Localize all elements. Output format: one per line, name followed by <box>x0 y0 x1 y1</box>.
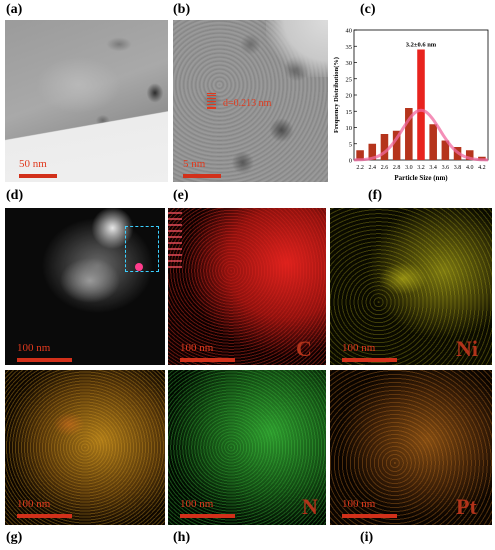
bar-3.2 <box>417 49 425 160</box>
scale-bar-a: 50 nm <box>19 158 57 178</box>
x-tick-label: 3.6 <box>442 165 450 171</box>
bar-2.8 <box>392 130 401 160</box>
panel-label-b: (b) <box>173 2 191 17</box>
scale-label-e: 100 nm <box>180 342 214 354</box>
y-tick-label: 10 <box>346 125 353 132</box>
dashed-selection-box <box>125 226 159 272</box>
panel-label-e: (e) <box>173 188 189 203</box>
panel-label-a: (a) <box>6 2 23 17</box>
x-tick-label: 2.8 <box>393 165 401 171</box>
element-label-ni: Ni <box>456 336 478 361</box>
bar-2.6 <box>380 134 389 160</box>
bar-4.0 <box>465 150 474 160</box>
panel-label-d: (d) <box>6 188 24 203</box>
eds-map-c: C 100 nm <box>168 208 326 365</box>
d-spacing-annotation: d=0.213 nm <box>223 98 272 109</box>
eds-map-pt: Pt 100 nm <box>330 370 492 525</box>
y-axis-label: Frequency Distribution(%) <box>333 57 340 133</box>
bar-2.2 <box>356 150 364 160</box>
scale-label-f: 100 nm <box>342 342 376 354</box>
y-tick-label: 0 <box>349 158 352 165</box>
y-tick-label: 25 <box>346 76 353 83</box>
scale-bar-f: 100 nm <box>342 342 397 362</box>
x-axis-label: Particle Size (nm) <box>394 174 448 182</box>
mean-annotation: 3.2±0.6 nm <box>406 42 437 49</box>
x-tick-label: 3.4 <box>429 165 437 171</box>
eds-map-n: N 100 nm <box>168 370 326 525</box>
panel-label-i: (i) <box>360 530 374 545</box>
scale-bar-e: 100 nm <box>180 342 235 362</box>
scale-label-d: 100 nm <box>17 342 51 354</box>
x-tick-label: 4.0 <box>466 165 474 171</box>
scale-label-h: 100 nm <box>180 498 214 510</box>
haadf-image-d: 100 nm <box>5 208 165 365</box>
element-label-n: N <box>302 494 318 519</box>
distribution-curve <box>354 108 488 162</box>
y-tick-label: 20 <box>346 93 353 100</box>
scale-bar-g: 100 nm <box>17 498 72 518</box>
panel-label-f: (f) <box>368 188 382 203</box>
x-tick-label: 2.6 <box>381 165 389 171</box>
region-marker <box>135 263 143 271</box>
bar-2.4 <box>368 143 377 160</box>
y-tick-label: 40 <box>346 28 353 35</box>
panel-label-g: (g) <box>6 530 23 545</box>
panel-label-h: (h) <box>173 530 191 545</box>
scale-bar-b: 5 nm <box>183 158 221 178</box>
element-label-c: C <box>296 336 312 361</box>
x-tick-label: 3.2 <box>417 165 425 171</box>
y-tick-label: 35 <box>346 44 353 51</box>
y-tick-label: 5 <box>349 141 352 148</box>
lattice-fringe-marker <box>207 93 216 109</box>
bar-3.4 <box>429 124 437 160</box>
scale-label-a: 50 nm <box>19 158 47 170</box>
scale-bar-i: 100 nm <box>342 498 397 518</box>
scale-label-g: 100 nm <box>17 498 51 510</box>
scale-bar-h: 100 nm <box>180 498 235 518</box>
tem-image-a: 50 nm <box>5 20 168 182</box>
particle-size-histogram: 0 5 10 15 20 25 30 35 40 2.2 2.4 2.6 2.8 3.0 3.2 3.4 3.6… <box>333 28 489 182</box>
element-label-pt: Pt <box>456 494 477 519</box>
y-tick-label: 15 <box>346 109 353 116</box>
x-tick-label: 3.0 <box>405 165 413 171</box>
bar-3.0 <box>405 108 413 160</box>
hrtem-image-b: d=0.213 nm 5 nm <box>173 20 328 182</box>
scale-label-i: 100 nm <box>342 498 376 510</box>
x-tick-label: 2.2 <box>356 165 364 171</box>
x-tick-label: 3.8 <box>454 165 462 171</box>
eds-map-ni: Ni 100 nm <box>330 208 492 365</box>
bar-3.6 <box>441 140 450 160</box>
x-tick-label: 4.2 <box>478 165 486 171</box>
scale-bar-d: 100 nm <box>17 342 72 362</box>
x-tick-label: 2.4 <box>369 165 377 171</box>
panel-label-c: (c) <box>360 2 376 17</box>
scale-label-b: 5 nm <box>183 158 206 170</box>
eds-map-overlay: 100 nm <box>5 370 165 525</box>
y-tick-label: 30 <box>346 60 353 67</box>
